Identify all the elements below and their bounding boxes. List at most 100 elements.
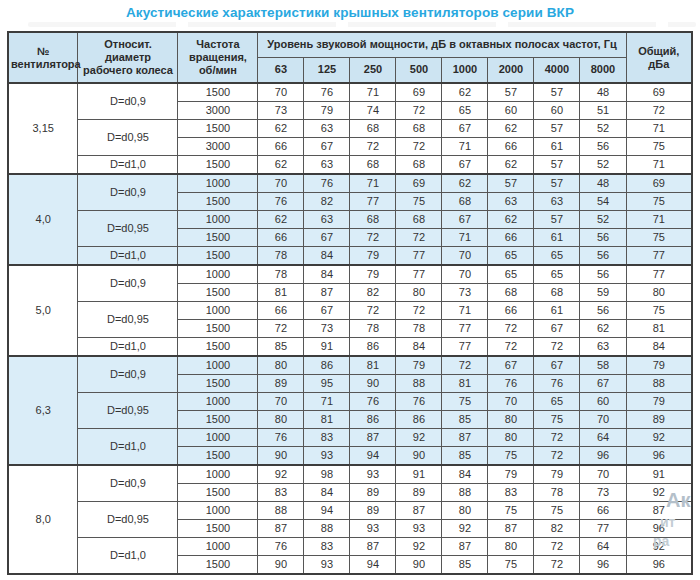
diameter-cell: D=d1,0 — [78, 247, 178, 266]
sound-level-cell: 79 — [396, 356, 442, 375]
sound-level-cell: 77 — [580, 520, 626, 538]
header-freq-2000: 2000 — [488, 57, 534, 83]
sound-level-cell: 78 — [350, 320, 396, 338]
sound-level-cell: 67 — [442, 120, 488, 138]
rpm-cell: 1500 — [178, 193, 258, 211]
sound-level-cell: 86 — [350, 338, 396, 357]
sound-level-cell: 93 — [396, 520, 442, 538]
sound-level-cell: 57 — [534, 156, 580, 175]
rpm-cell: 1000 — [178, 393, 258, 411]
sound-level-cell: 79 — [488, 465, 534, 484]
table-row: D=d1,01500788479777065655677 — [8, 247, 692, 266]
total-dba-cell: 81 — [626, 320, 692, 338]
total-dba-cell: 77 — [626, 247, 692, 266]
sound-level-cell: 88 — [304, 520, 350, 538]
sound-level-cell: 90 — [258, 556, 304, 575]
sound-level-cell: 71 — [350, 174, 396, 193]
sound-level-cell: 66 — [488, 138, 534, 156]
sound-level-cell: 73 — [580, 484, 626, 502]
sound-level-cell: 77 — [396, 265, 442, 284]
sound-level-cell: 84 — [304, 247, 350, 266]
total-dba-cell: 79 — [626, 393, 692, 411]
sound-level-cell: 89 — [350, 502, 396, 520]
sound-level-cell: 69 — [396, 83, 442, 102]
rpm-cell: 1500 — [178, 156, 258, 175]
sound-level-cell: 76 — [304, 83, 350, 102]
table-row: 8,0D=d0,91000929893918479797091 — [8, 465, 692, 484]
sound-level-cell: 92 — [442, 520, 488, 538]
sound-level-cell: 68 — [396, 211, 442, 229]
sound-level-cell: 72 — [488, 338, 534, 357]
sound-level-cell: 75 — [534, 411, 580, 429]
sound-level-cell: 70 — [488, 393, 534, 411]
total-dba-cell: 75 — [626, 138, 692, 156]
sound-level-cell: 68 — [534, 284, 580, 302]
sound-level-cell: 72 — [396, 102, 442, 120]
sound-level-cell: 65 — [488, 247, 534, 266]
sound-level-cell: 57 — [488, 83, 534, 102]
sound-level-cell: 71 — [442, 302, 488, 320]
table-body: 3,15D=d0,9150070767169625757486930007379… — [8, 83, 692, 574]
sound-level-cell: 87 — [488, 520, 534, 538]
table-row: D=d1,01000768387928780726492 — [8, 429, 692, 447]
rpm-cell: 1000 — [178, 265, 258, 284]
total-dba-cell: 71 — [626, 120, 692, 138]
sound-level-cell: 67 — [442, 211, 488, 229]
table-row: D=d1,01500859186847772726384 — [8, 338, 692, 357]
sound-level-cell: 76 — [488, 375, 534, 393]
sound-level-cell: 78 — [258, 265, 304, 284]
sound-level-cell: 65 — [442, 102, 488, 120]
sound-level-cell: 62 — [442, 83, 488, 102]
sound-level-cell: 72 — [258, 320, 304, 338]
sound-level-cell: 95 — [304, 375, 350, 393]
sound-level-cell: 71 — [442, 229, 488, 247]
sound-level-cell: 85 — [442, 556, 488, 575]
sound-level-cell: 70 — [580, 465, 626, 484]
total-dba-cell: 71 — [626, 156, 692, 175]
sound-level-cell: 65 — [534, 265, 580, 284]
sound-level-cell: 88 — [396, 375, 442, 393]
sound-level-cell: 91 — [304, 338, 350, 357]
watermark-fragment: Ак — [666, 489, 690, 512]
sound-level-cell: 76 — [258, 429, 304, 447]
watermark-fragment: ра — [653, 533, 669, 549]
fan-number-cell: 5,0 — [8, 265, 78, 356]
sound-level-cell: 64 — [580, 429, 626, 447]
sound-level-cell: 68 — [350, 156, 396, 175]
ghost-strip — [28, 22, 696, 27]
sound-level-cell: 65 — [488, 265, 534, 284]
sound-level-cell: 63 — [304, 156, 350, 175]
sound-level-cell: 80 — [488, 538, 534, 556]
sound-level-cell: 70 — [258, 393, 304, 411]
sound-level-cell: 87 — [442, 538, 488, 556]
sound-level-cell: 57 — [534, 83, 580, 102]
sound-level-cell: 70 — [442, 247, 488, 266]
sound-level-cell: 96 — [580, 556, 626, 575]
watermark-fragment: ит — [660, 514, 675, 530]
sound-level-cell: 71 — [304, 393, 350, 411]
total-dba-cell: 75 — [626, 193, 692, 211]
total-dba-cell: 96 — [626, 556, 692, 575]
sound-level-cell: 64 — [580, 538, 626, 556]
sound-level-cell: 86 — [304, 356, 350, 375]
sound-level-cell: 87 — [350, 429, 396, 447]
sound-level-cell: 66 — [488, 302, 534, 320]
rpm-cell: 1000 — [178, 302, 258, 320]
total-dba-cell: 75 — [626, 229, 692, 247]
sound-level-cell: 70 — [258, 83, 304, 102]
sound-level-cell: 60 — [534, 102, 580, 120]
sound-level-cell: 63 — [304, 211, 350, 229]
sound-level-cell: 72 — [396, 138, 442, 156]
sound-level-cell: 87 — [350, 538, 396, 556]
header-freq-500: 500 — [396, 57, 442, 83]
sound-level-cell: 72 — [442, 356, 488, 375]
sound-level-cell: 87 — [442, 429, 488, 447]
table-row: 3,15D=d0,91500707671696257574869 — [8, 83, 692, 102]
sound-level-cell: 51 — [580, 102, 626, 120]
table-row: D=d0,951000889489878075756687 — [8, 502, 692, 520]
sound-level-cell: 63 — [580, 338, 626, 357]
sound-level-cell: 72 — [350, 302, 396, 320]
sound-level-cell: 72 — [350, 138, 396, 156]
sound-level-cell: 90 — [350, 375, 396, 393]
sound-level-cell: 78 — [396, 320, 442, 338]
